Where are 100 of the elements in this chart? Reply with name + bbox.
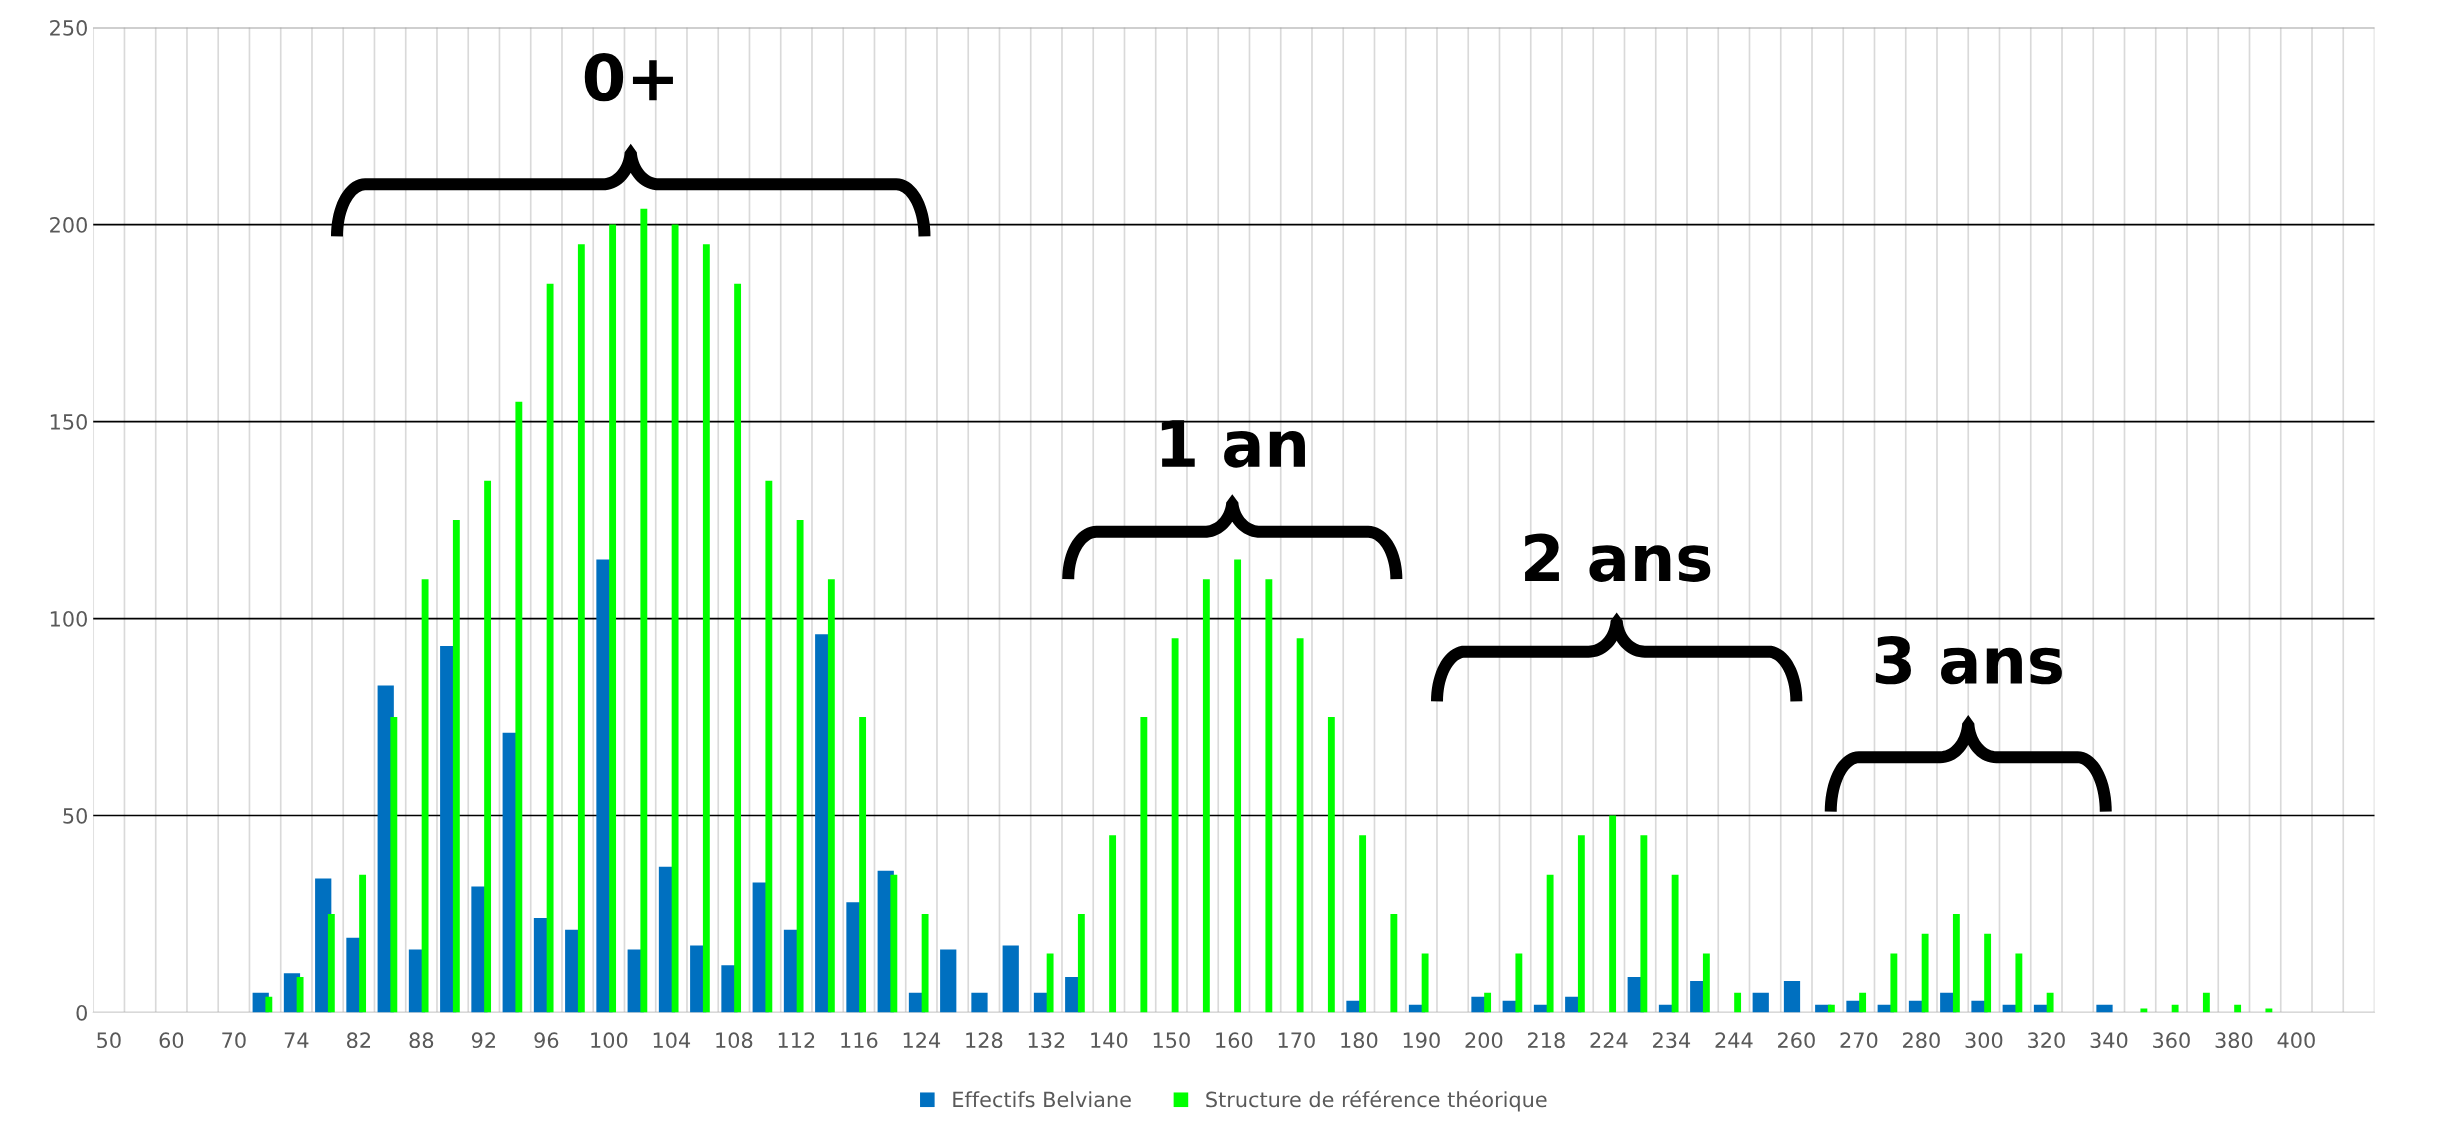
x-tick-label: 96 <box>534 1032 559 1049</box>
bar <box>452 520 460 1013</box>
bar <box>1109 835 1117 1013</box>
x-tick-label: 82 <box>347 1032 371 1049</box>
x-tick-label: 132 <box>1028 1032 1065 1049</box>
x-tick-label: 300 <box>1965 1032 2003 1049</box>
bar <box>1234 559 1242 1013</box>
bar <box>2046 992 2054 1013</box>
x-tick-label: 92 <box>471 1032 496 1049</box>
x-tick-label: 244 <box>1715 1032 1753 1048</box>
bar <box>1609 815 1617 1013</box>
bar <box>1984 933 1992 1013</box>
bar <box>921 914 929 1013</box>
bar <box>1921 933 1929 1013</box>
bar <box>1265 579 1273 1013</box>
bar <box>640 208 648 1013</box>
x-tick-label: 116 <box>841 1032 878 1049</box>
bar <box>1296 638 1304 1013</box>
bar <box>734 283 742 1013</box>
bar <box>484 480 492 1013</box>
x-tick-label: 400 <box>2277 1032 2315 1049</box>
bar <box>421 579 429 1013</box>
bar <box>1390 914 1398 1013</box>
bar <box>1671 874 1679 1013</box>
bar <box>1327 717 1335 1013</box>
x-tick-label: 180 <box>1341 1032 1378 1049</box>
bar <box>1046 953 1054 1013</box>
bar <box>1890 953 1898 1013</box>
bar <box>1752 992 1769 1013</box>
bar <box>1202 579 1210 1013</box>
x-tick-label: 270 <box>1840 1032 1878 1049</box>
x-tick-label: 112 <box>778 1032 815 1048</box>
bar <box>859 717 867 1013</box>
bar <box>765 480 773 1013</box>
annotation: 0+ <box>584 52 673 102</box>
x-tick-label: 200 <box>1465 1032 1503 1049</box>
y-tick-label: 50 <box>63 807 87 824</box>
bar <box>1002 945 1019 1013</box>
x-tick-label: 190 <box>1403 1032 1440 1049</box>
legend-label: Structure de référence théorique <box>1206 1090 1547 1112</box>
bar <box>1734 992 1742 1013</box>
bar <box>796 520 804 1013</box>
x-tick-label: 74 <box>284 1032 309 1048</box>
bar <box>296 977 304 1013</box>
x-tick-label: 170 <box>1278 1032 1315 1049</box>
x-tick-label: 104 <box>653 1032 691 1049</box>
bar <box>577 244 585 1013</box>
bar <box>359 874 367 1013</box>
bar <box>1515 953 1523 1013</box>
bar <box>609 224 617 1013</box>
annotation: 1 an <box>1161 420 1305 468</box>
x-tick-label: 160 <box>1216 1032 1253 1049</box>
bar <box>1702 953 1710 1013</box>
bar <box>2096 1004 2113 1013</box>
x-tick-label: 340 <box>2090 1032 2128 1049</box>
bar <box>327 914 335 1013</box>
annotation: 2 ans <box>1525 533 1711 582</box>
bar <box>265 996 273 1013</box>
x-tick-label: 380 <box>2215 1032 2253 1049</box>
x-tick-label: 234 <box>1653 1032 1691 1049</box>
bar <box>390 717 398 1013</box>
bar <box>671 224 679 1013</box>
legend-label: Effectifs Belviane <box>953 1091 1131 1108</box>
x-tick-label: 320 <box>2028 1032 2065 1049</box>
x-tick-label: 280 <box>1903 1032 1940 1049</box>
x-tick-label: 50 <box>97 1032 121 1049</box>
bar <box>827 579 835 1013</box>
bar <box>1783 981 1801 1013</box>
y-tick-label: 150 <box>50 414 87 430</box>
annotation: 3 ans <box>1875 636 2062 685</box>
bar <box>2202 992 2210 1013</box>
bar <box>1640 835 1648 1013</box>
x-tick-label: 124 <box>903 1032 941 1048</box>
bar <box>2015 953 2023 1013</box>
bar <box>1171 638 1179 1013</box>
bar <box>1827 1004 1835 1013</box>
x-tick-label: 224 <box>1590 1032 1628 1048</box>
x-tick-label: 218 <box>1528 1032 1565 1049</box>
bar <box>702 244 710 1013</box>
bar <box>1140 717 1148 1013</box>
bar <box>890 874 898 1013</box>
bar <box>1421 953 1429 1013</box>
y-tick-label: 100 <box>50 611 87 627</box>
x-tick-label: 70 <box>222 1032 246 1049</box>
bar <box>1546 874 1554 1013</box>
y-tick-label: 0 <box>76 1004 87 1021</box>
x-tick-label: 150 <box>1153 1032 1190 1049</box>
bar <box>515 401 523 1013</box>
bar <box>1359 835 1367 1013</box>
bar <box>546 283 554 1013</box>
x-tick-label: 100 <box>591 1032 628 1049</box>
x-tick-label: 360 <box>2153 1032 2190 1049</box>
bar <box>940 949 957 1013</box>
x-tick-label: 108 <box>716 1032 753 1049</box>
x-tick-label: 260 <box>1778 1032 1815 1049</box>
bar <box>1952 914 1960 1013</box>
bar <box>1484 992 1492 1013</box>
bar <box>1077 914 1085 1013</box>
bar <box>2234 1004 2242 1013</box>
x-tick-label: 88 <box>409 1032 434 1049</box>
